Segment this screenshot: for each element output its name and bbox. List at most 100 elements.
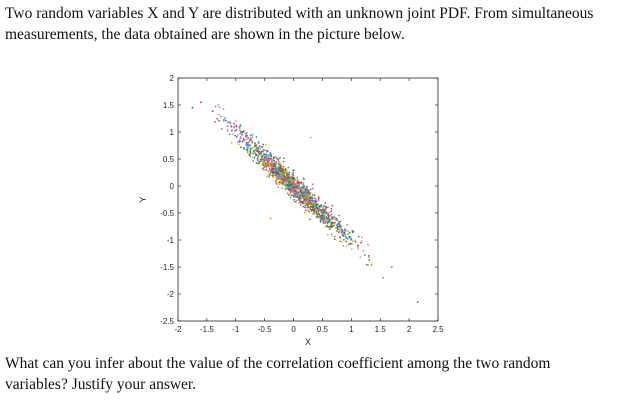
data-point — [311, 202, 314, 205]
data-point — [362, 249, 365, 252]
data-point — [279, 166, 282, 169]
data-point — [323, 205, 326, 207]
data-point — [302, 194, 304, 197]
data-point — [296, 182, 299, 185]
data-point — [308, 206, 311, 209]
data-point — [309, 192, 312, 194]
data-point — [279, 179, 282, 182]
data-point — [338, 222, 340, 225]
data-point — [304, 209, 307, 212]
data-point — [254, 142, 256, 144]
data-point — [230, 130, 233, 132]
data-point — [257, 160, 259, 163]
data-point — [268, 160, 271, 163]
data-point — [300, 198, 302, 201]
data-point — [318, 207, 321, 210]
data-point — [309, 188, 312, 191]
data-point — [306, 196, 309, 199]
x-tick-label: -0.5 — [258, 325, 272, 334]
data-point — [259, 145, 262, 148]
data-point — [323, 208, 326, 210]
data-point — [251, 140, 253, 143]
x-tick-label: 0 — [291, 325, 296, 334]
data-point — [263, 165, 266, 168]
data-point — [305, 195, 308, 198]
data-point — [290, 178, 293, 180]
data-point — [274, 155, 277, 158]
data-point — [300, 186, 303, 189]
data-point — [214, 121, 216, 123]
data-point — [308, 196, 311, 199]
data-point — [284, 168, 286, 171]
data-point — [260, 160, 262, 162]
y-tick-label: 2 — [170, 74, 175, 83]
x-tick-label: -1 — [232, 325, 240, 334]
data-point — [234, 130, 236, 132]
data-point-outlier — [416, 301, 419, 303]
data-point — [286, 192, 289, 195]
data-point — [298, 189, 301, 192]
data-point — [313, 194, 316, 197]
data-point — [222, 120, 225, 123]
y-tick-label: -1 — [167, 236, 175, 245]
data-point — [346, 237, 349, 240]
data-point — [304, 197, 306, 199]
data-point — [269, 152, 272, 154]
data-point — [298, 183, 301, 186]
data-point — [265, 153, 267, 156]
data-point — [259, 152, 261, 155]
data-point — [256, 149, 259, 152]
data-point — [302, 186, 305, 189]
y-tick-label: 1 — [170, 128, 175, 137]
data-point — [339, 226, 342, 229]
data-point — [285, 187, 287, 190]
data-point — [364, 254, 366, 256]
data-point — [300, 182, 303, 184]
data-point — [306, 206, 309, 209]
data-point — [326, 233, 329, 236]
data-point — [311, 183, 314, 186]
data-point — [311, 196, 314, 199]
data-point — [291, 174, 294, 177]
data-point — [298, 182, 301, 184]
data-point — [270, 154, 273, 156]
data-point — [331, 225, 334, 228]
data-point — [302, 205, 305, 208]
data-point — [254, 152, 257, 155]
data-point — [328, 221, 331, 224]
data-point — [357, 248, 360, 250]
data-point — [265, 151, 268, 153]
data-point — [262, 143, 264, 146]
data-point — [224, 119, 227, 122]
data-point — [345, 245, 348, 248]
data-point — [299, 204, 302, 206]
data-point — [235, 136, 238, 138]
data-point — [324, 211, 327, 214]
data-point — [329, 211, 331, 214]
data-point — [336, 219, 338, 221]
data-point — [280, 163, 283, 166]
data-point — [326, 206, 329, 209]
data-point — [329, 227, 331, 230]
data-point — [326, 222, 329, 225]
data-point — [305, 202, 308, 204]
data-point — [354, 240, 357, 243]
data-point — [289, 190, 291, 192]
data-point — [317, 196, 320, 198]
data-point — [330, 225, 332, 228]
data-point — [299, 200, 302, 203]
data-point — [277, 159, 280, 161]
x-tick-label: 1 — [349, 325, 354, 334]
data-point — [296, 199, 298, 202]
data-point — [293, 188, 296, 191]
data-point — [216, 117, 218, 120]
data-point — [297, 202, 300, 204]
data-point — [313, 202, 316, 205]
data-point — [251, 136, 254, 138]
data-point — [336, 228, 339, 231]
data-point — [261, 163, 264, 165]
data-point — [322, 222, 325, 225]
data-point — [296, 179, 299, 182]
data-point — [349, 239, 352, 241]
data-point — [315, 205, 318, 208]
